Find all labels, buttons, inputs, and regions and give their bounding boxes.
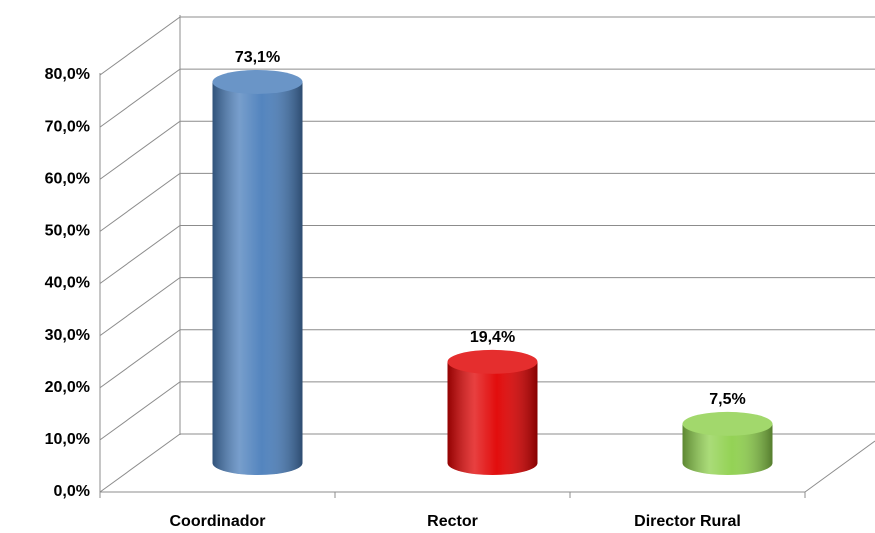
grid-line [99, 277, 875, 337]
bar-top-highlight [212, 69, 303, 94]
grid-line [99, 120, 875, 180]
x-tick-label: Director Rural [634, 513, 741, 530]
grid-line [99, 433, 875, 493]
y-tick-label: 40,0% [45, 275, 90, 292]
grid-line [99, 329, 875, 389]
y-tick-label: 60,0% [45, 170, 90, 187]
y-tick-label: 80,0% [45, 66, 90, 83]
bar-top [682, 411, 773, 436]
y-tick-label: 20,0% [45, 379, 90, 396]
bar-top-highlight [447, 349, 538, 374]
value-label: 73,1% [235, 49, 280, 66]
value-label: 19,4% [470, 329, 515, 346]
grid-line [99, 381, 875, 441]
floor-edge [804, 440, 875, 493]
grid-line [99, 68, 875, 128]
y-tick-label: 10,0% [45, 431, 90, 448]
bar-shading [682, 423, 773, 476]
bar-shading [212, 81, 303, 476]
x-tick-label: Coordinador [170, 513, 266, 530]
bar-top [447, 349, 538, 374]
value-label: 7,5% [709, 391, 745, 408]
x-tick-label: Rector [427, 513, 478, 530]
y-tick-label: 50,0% [45, 223, 90, 240]
grid-line [99, 16, 875, 76]
grid-line [99, 172, 875, 232]
y-tick-label: 0,0% [54, 483, 90, 500]
bar-top [212, 69, 303, 94]
y-tick-label: 70,0% [45, 118, 90, 135]
bar-shading [447, 361, 538, 476]
y-tick-label: 30,0% [45, 327, 90, 344]
bar-top-highlight [682, 411, 773, 436]
grid-line [99, 225, 875, 284]
